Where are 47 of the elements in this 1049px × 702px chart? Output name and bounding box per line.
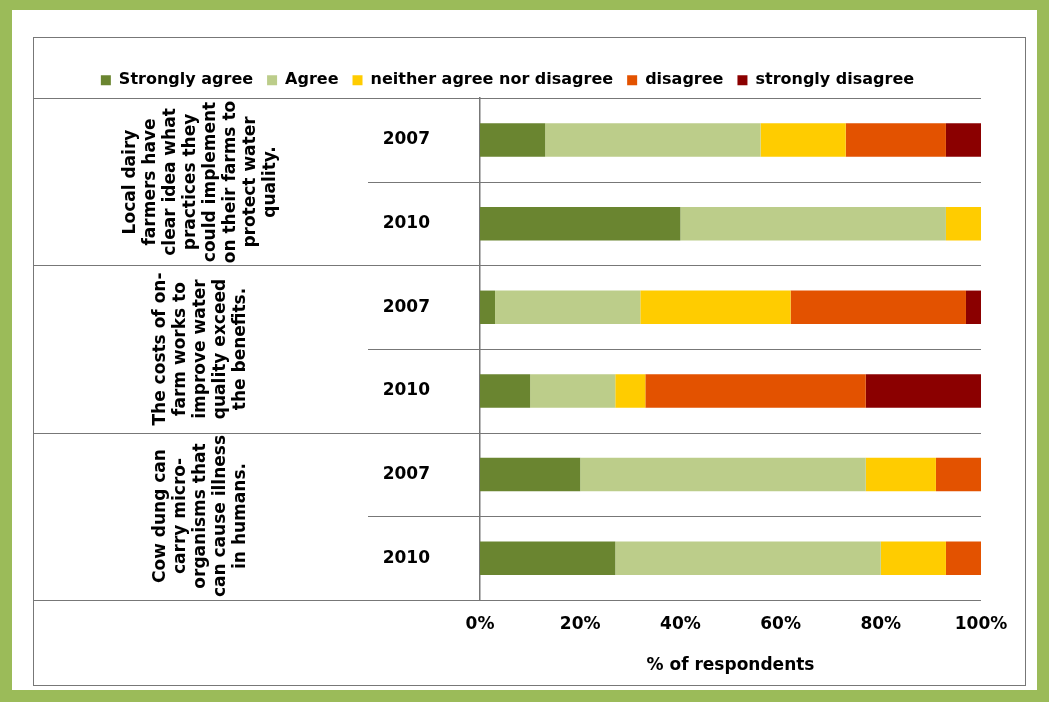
- y-tick-label: 2007: [382, 295, 430, 316]
- y-tick-label: 2010: [382, 212, 431, 233]
- bar: [480, 206, 681, 241]
- bar: [880, 541, 946, 575]
- bar: [480, 374, 531, 408]
- x-tick-label: 40%: [660, 612, 701, 633]
- x-axis-title: % of respondents: [646, 654, 815, 675]
- bar: [480, 457, 581, 492]
- legend-label: Agree: [285, 69, 339, 89]
- y-tick-label: 2007: [382, 462, 430, 483]
- bar: [615, 541, 881, 575]
- bar: [580, 457, 866, 492]
- bar: [865, 374, 981, 408]
- y-tick-label: 2010: [382, 546, 431, 567]
- legend-label: neither agree nor disagree: [370, 69, 614, 89]
- bar: [645, 374, 866, 408]
- bar: [935, 457, 981, 492]
- bar: [495, 290, 641, 325]
- bar: [530, 374, 616, 408]
- bar: [480, 290, 496, 325]
- bar: [480, 541, 616, 575]
- bar: [845, 123, 946, 157]
- legend-label: Strongly agree: [118, 69, 254, 89]
- bar: [945, 123, 981, 157]
- text: The costs of on-farm works to improve water quality exceed the benefits.: [148, 271, 250, 428]
- text: Local dairy farmers have clear idea what practices they could implement on their farms to protect water quality.: [118, 100, 280, 264]
- legend-label: disagree: [645, 69, 724, 89]
- x-tick-label: 100%: [954, 612, 1008, 633]
- bar: [545, 123, 761, 157]
- x-tick-label: 60%: [760, 612, 801, 633]
- bar: [945, 206, 981, 241]
- bar: [865, 457, 936, 492]
- bar: [790, 290, 966, 325]
- bar: [480, 123, 546, 157]
- legend-label: strongly disagree: [755, 69, 915, 89]
- y-tick-label: 2010: [382, 379, 431, 400]
- bar: [760, 123, 846, 157]
- bar: [680, 206, 946, 241]
- bar: [640, 290, 791, 325]
- bar: [965, 290, 981, 325]
- text: Cow dung can carry micro-organisms that can cause illness in humans.: [148, 434, 250, 598]
- y-tick-label: 2007: [382, 128, 430, 149]
- bar: [615, 374, 646, 408]
- bar: [945, 541, 981, 575]
- x-tick-label: 80%: [860, 612, 902, 633]
- x-tick-label: 0%: [465, 612, 495, 633]
- x-tick-label: 20%: [559, 612, 601, 633]
